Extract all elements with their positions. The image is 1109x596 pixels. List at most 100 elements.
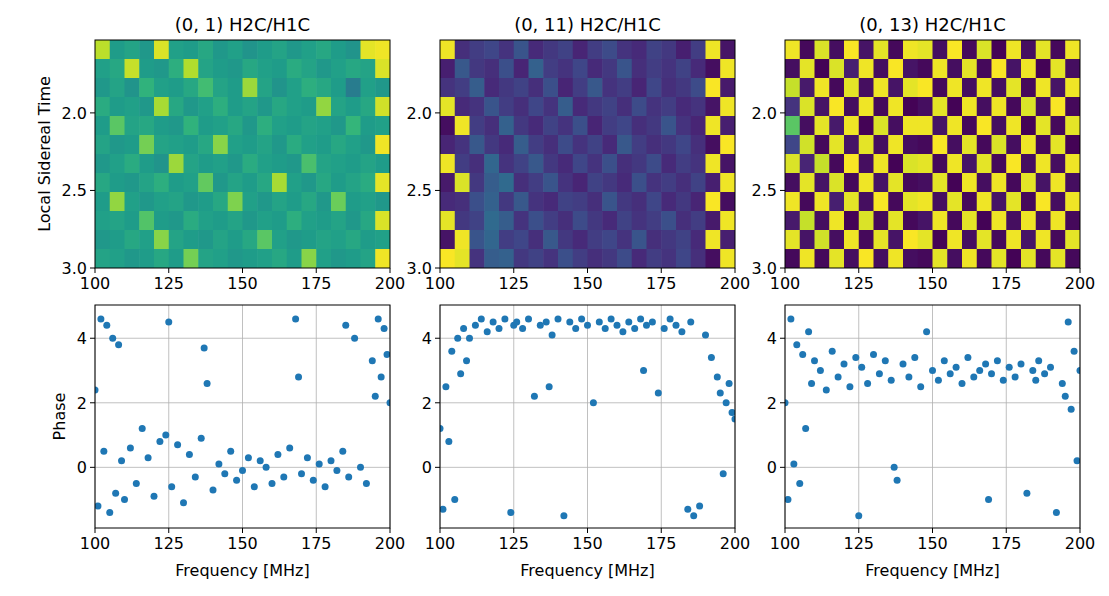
tick — [90, 268, 95, 269]
heat-cell — [785, 154, 800, 174]
heat-cell — [361, 116, 376, 136]
heat-cell — [676, 59, 691, 79]
heat-cell — [213, 230, 228, 250]
heat-cell — [484, 230, 499, 250]
heat-cell — [1036, 40, 1051, 60]
heat-cell — [829, 59, 844, 79]
heat-cell — [316, 154, 331, 174]
heat-cell — [529, 230, 544, 250]
tick — [780, 112, 785, 113]
heat-cell — [815, 135, 830, 155]
heat-cell — [977, 59, 992, 79]
heat-cell — [632, 78, 647, 98]
heat-cell — [1006, 192, 1021, 212]
point — [280, 474, 287, 481]
point — [631, 325, 638, 332]
heat-cell — [243, 97, 258, 117]
heat-cell — [331, 154, 346, 174]
point — [1018, 361, 1025, 368]
heat-cell — [844, 59, 859, 79]
point — [923, 328, 930, 335]
tick-label: 2 — [767, 394, 777, 413]
heat-cell — [691, 135, 706, 155]
tick-label: 2 — [422, 394, 432, 413]
tick — [587, 268, 588, 273]
heat-cell — [588, 173, 603, 193]
heat-cell — [691, 78, 706, 98]
heat-cell — [829, 173, 844, 193]
heat-cell — [243, 59, 258, 79]
heat-cell — [213, 249, 228, 268]
heat-cell — [375, 78, 390, 98]
heat-cell — [661, 135, 676, 155]
point — [106, 509, 113, 516]
point — [525, 315, 532, 322]
heat-cell — [647, 97, 662, 117]
heat-cell — [691, 59, 706, 79]
heat-cell — [1006, 135, 1021, 155]
tick — [440, 528, 441, 533]
heat-cell — [588, 154, 603, 174]
heat-cell — [514, 173, 529, 193]
heat-cell — [844, 40, 859, 60]
heat-cell — [316, 116, 331, 136]
heat-cell — [661, 59, 676, 79]
point — [1074, 457, 1080, 464]
heat-cell — [661, 230, 676, 250]
heat-cell — [573, 211, 588, 231]
heat-cell — [859, 78, 874, 98]
heat-cell — [346, 97, 361, 117]
heat-cell — [815, 211, 830, 231]
heat-cell — [588, 230, 603, 250]
heat-cell — [1006, 78, 1021, 98]
point — [454, 335, 461, 342]
heat-cell — [543, 211, 558, 231]
point — [829, 348, 836, 355]
heat-cell — [947, 97, 962, 117]
heat-cell — [1006, 97, 1021, 117]
heat-cell — [139, 116, 154, 136]
heat-cell — [154, 40, 169, 60]
point — [976, 367, 983, 374]
heat-cell — [243, 211, 258, 231]
heat-cell — [125, 192, 140, 212]
heat-cell — [316, 192, 331, 212]
heat-cell — [800, 154, 815, 174]
heat-cell — [800, 249, 815, 268]
heat-cell — [302, 192, 317, 212]
heat-cell — [139, 97, 154, 117]
heat-cell — [558, 192, 573, 212]
heat-cell — [287, 40, 302, 60]
heat-cell — [706, 135, 721, 155]
heat-cell — [228, 249, 243, 268]
point — [109, 335, 116, 342]
heat-cell — [272, 211, 287, 231]
heat-cell — [573, 40, 588, 60]
point — [233, 477, 240, 484]
point — [566, 319, 573, 326]
heat-cell — [800, 40, 815, 60]
heat-cell — [198, 135, 213, 155]
heat-cell — [588, 78, 603, 98]
heat-cell — [95, 192, 110, 212]
heat-cell — [962, 249, 977, 268]
heat-cell — [272, 78, 287, 98]
heat-cell — [302, 173, 317, 193]
tick — [513, 268, 514, 273]
heat-cell — [529, 173, 544, 193]
heat-cell — [661, 40, 676, 60]
point — [817, 367, 824, 374]
heat-cell — [499, 40, 514, 60]
heat-cell — [933, 97, 948, 117]
heat-cell — [632, 59, 647, 79]
heat-cell — [1021, 135, 1036, 155]
heat-cell — [346, 59, 361, 79]
heat-cell — [361, 173, 376, 193]
heat-cell — [139, 40, 154, 60]
frame — [95, 305, 390, 528]
point — [304, 454, 311, 461]
heat-cell — [529, 116, 544, 136]
tick — [785, 528, 786, 533]
heat-cell — [676, 192, 691, 212]
heat-cell — [1006, 249, 1021, 268]
